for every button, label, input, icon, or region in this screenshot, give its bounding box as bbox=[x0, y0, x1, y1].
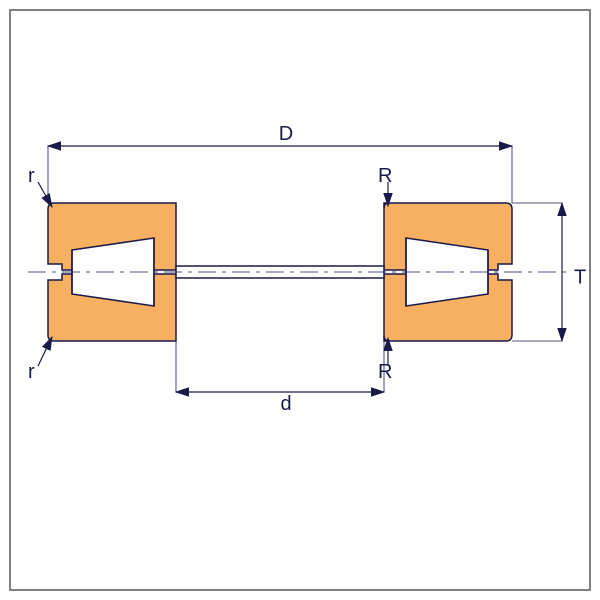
callout-R_top-label: R bbox=[378, 165, 392, 187]
callout-r_top-label: r bbox=[28, 165, 35, 187]
callout-R_bot-label: R bbox=[378, 361, 392, 383]
callout-r_top-leader bbox=[38, 182, 52, 207]
callout-r_bot-leader bbox=[38, 337, 52, 366]
callout-r_bot-label: r bbox=[28, 361, 35, 383]
dim-T-label: T bbox=[574, 266, 586, 288]
bearing-cross-section-diagram: Dd T r r R R bbox=[0, 0, 600, 600]
dim-D-label: D bbox=[279, 123, 293, 145]
dim-d-label: d bbox=[280, 393, 291, 415]
